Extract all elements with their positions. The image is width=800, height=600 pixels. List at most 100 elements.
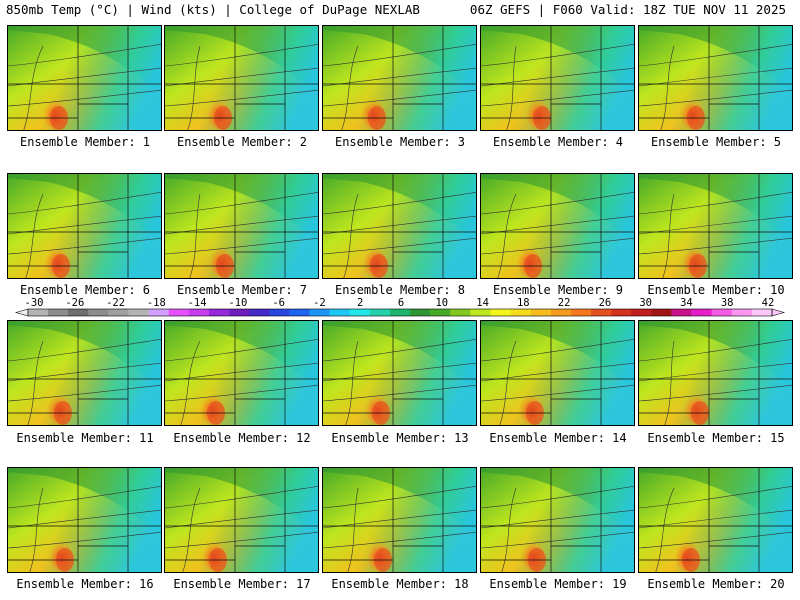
- member-caption: Ensemble Member: 16: [16, 577, 154, 591]
- colorbar-tick-label: 2: [357, 297, 363, 309]
- colorbar-swatch: [731, 309, 753, 316]
- colorbar-swatch: [48, 309, 69, 316]
- member-map-panel[interactable]: [164, 25, 319, 131]
- temperature-map-image: [323, 26, 476, 130]
- colorbar-swatch: [208, 309, 230, 316]
- colorbar-tick-label: 42: [762, 297, 775, 309]
- temperature-map-image: [323, 174, 476, 278]
- colorbar-swatch: [349, 309, 371, 316]
- member-map-panel[interactable]: [322, 173, 477, 279]
- temperature-map-image: [481, 26, 634, 130]
- colorbar-swatch: [651, 309, 672, 316]
- colorbar-swatch: [410, 309, 431, 316]
- temperature-map-image: [323, 468, 476, 572]
- colorbar-swatch: [128, 309, 149, 316]
- member-map-panel[interactable]: [638, 173, 793, 279]
- temperature-map-image: [165, 468, 318, 572]
- colorbar-swatch: [671, 309, 692, 316]
- member-caption: Ensemble Member: 1: [19, 135, 151, 149]
- temperature-map-image: [165, 174, 318, 278]
- member-map-panel[interactable]: [480, 320, 635, 426]
- member-map-panel[interactable]: [7, 320, 162, 426]
- member-caption: Ensemble Member: 20: [647, 577, 785, 591]
- member-caption: Ensemble Member: 19: [489, 577, 627, 591]
- temperature-map-image: [323, 321, 476, 425]
- colorbar-swatch: [88, 309, 109, 316]
- member-map-panel[interactable]: [322, 320, 477, 426]
- member-map-panel[interactable]: [164, 173, 319, 279]
- temperature-map-image: [639, 174, 792, 278]
- member-map-panel[interactable]: [480, 173, 635, 279]
- colorbar-left-arrow: [14, 308, 29, 317]
- temperature-map-image: [165, 321, 318, 425]
- member-caption: Ensemble Member: 9: [492, 283, 624, 297]
- member-map-panel[interactable]: [638, 25, 793, 131]
- temperature-map-image: [481, 468, 634, 572]
- member-map-panel[interactable]: [638, 467, 793, 573]
- colorbar-tick-label: -2: [313, 297, 326, 309]
- colorbar-swatch: [148, 309, 170, 316]
- colorbar-swatch: [229, 309, 250, 316]
- colorbar-swatch: [309, 309, 330, 316]
- colorbar-swatch: [430, 309, 451, 316]
- colorbar-tick-label: -10: [228, 297, 247, 309]
- member-caption: Ensemble Member: 8: [334, 283, 466, 297]
- colorbar-swatch: [631, 309, 652, 316]
- colorbar-tick-label: -22: [106, 297, 125, 309]
- member-map-panel[interactable]: [480, 25, 635, 131]
- colorbar-swatch: [490, 309, 511, 316]
- temperature-map-image: [8, 174, 161, 278]
- colorbar-swatch: [591, 309, 612, 316]
- member-map-panel[interactable]: [322, 25, 477, 131]
- colorbar-swatch: [611, 309, 632, 316]
- run-valid-time: 06Z GEFS | F060 Valid: 18Z TUE NOV 11 20…: [469, 2, 786, 17]
- member-map-panel[interactable]: [164, 320, 319, 426]
- member-map-panel[interactable]: [7, 173, 162, 279]
- colorbar-swatch: [28, 309, 49, 316]
- colorbar-tick-label: -6: [272, 297, 285, 309]
- member-caption: Ensemble Member: 11: [16, 431, 154, 445]
- colorbar-swatch: [329, 309, 351, 316]
- colorbar-swatch: [188, 309, 210, 316]
- colorbar-tick-label: 10: [435, 297, 448, 309]
- colorbar-tick-label: -30: [25, 297, 44, 309]
- member-caption: Ensemble Member: 17: [173, 577, 311, 591]
- colorbar-swatch: [751, 309, 773, 316]
- colorbar-swatch: [570, 309, 592, 316]
- member-map-panel[interactable]: [322, 467, 477, 573]
- member-map-panel[interactable]: [7, 467, 162, 573]
- temperature-map-image: [639, 321, 792, 425]
- colorbar-swatch: [691, 309, 712, 316]
- member-caption: Ensemble Member: 12: [173, 431, 311, 445]
- colorbar-tick-label: 22: [558, 297, 571, 309]
- colorbar-swatch: [289, 309, 310, 316]
- member-map-panel[interactable]: [480, 467, 635, 573]
- member-map-panel[interactable]: [7, 25, 162, 131]
- colorbar-tick-label: 18: [517, 297, 530, 309]
- temperature-map-image: [481, 174, 634, 278]
- member-caption: Ensemble Member: 2: [176, 135, 308, 149]
- colorbar-tick-label: -14: [188, 297, 207, 309]
- colorbar-swatch: [108, 309, 129, 316]
- colorbar-swatch: [168, 309, 190, 316]
- temperature-map-image: [639, 468, 792, 572]
- colorbar-tick-label: 6: [398, 297, 404, 309]
- colorbar-swatch: [530, 309, 552, 316]
- member-caption: Ensemble Member: 13: [331, 431, 469, 445]
- member-caption: Ensemble Member: 6: [19, 283, 151, 297]
- member-map-panel[interactable]: [638, 320, 793, 426]
- colorbar-swatch: [550, 309, 572, 316]
- temperature-map-image: [639, 26, 792, 130]
- temperature-map-image: [8, 321, 161, 425]
- colorbar-swatch: [450, 309, 471, 316]
- colorbar-swatch: [389, 309, 411, 316]
- temperature-map-image: [8, 26, 161, 130]
- member-caption: Ensemble Member: 3: [334, 135, 466, 149]
- colorbar-tick-label: 26: [599, 297, 612, 309]
- product-title: 850mb Temp (°C) | Wind (kts) | College o…: [6, 2, 420, 17]
- colorbar-swatch: [269, 309, 290, 316]
- colorbar-tick-label: 38: [721, 297, 734, 309]
- colorbar-tick-label: 14: [476, 297, 489, 309]
- member-map-panel[interactable]: [164, 467, 319, 573]
- temperature-map-image: [8, 468, 161, 572]
